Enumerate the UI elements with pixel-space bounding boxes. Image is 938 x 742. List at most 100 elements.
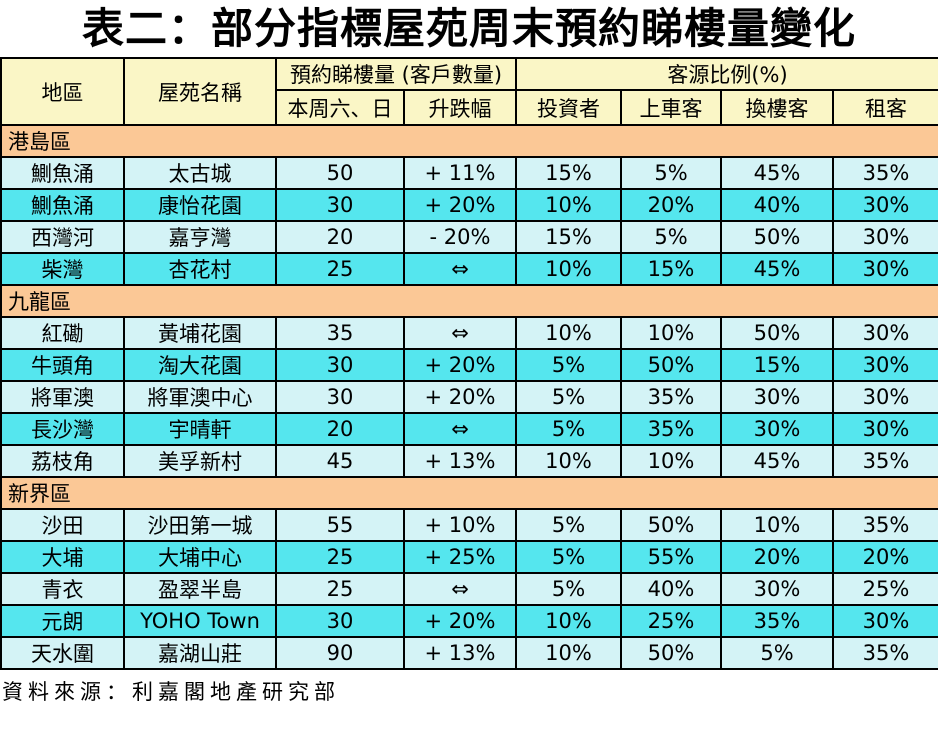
table-row: 西灣河 嘉亨灣 20 - 20% 15% 5% 50% 30% [0,220,938,255]
table-row: 沙田 沙田第一城 55 + 10% 5% 50% 10% 35% [0,508,938,543]
cell-weekend: 30 [275,604,405,639]
col-header-upgrader: 換樓客 [720,89,834,127]
cell-district: 長沙灣 [0,412,125,447]
cell-change: + 20% [403,188,517,223]
cell-first-time: 10% [620,316,722,351]
cell-tenant: 25% [831,572,938,607]
cell-change: + 13% [403,444,517,479]
col-group-source-ratio: 客源比例(%) [514,57,938,92]
cell-first-time: 50% [620,348,722,383]
cell-investor: 10% [515,188,622,223]
cell-tenant: 30% [831,348,938,383]
cell-weekend: 25 [275,572,405,607]
cell-district: 天水圍 [0,636,125,671]
cell-first-time: 5% [620,156,722,191]
cell-upgrader: 45% [720,156,834,191]
cell-first-time: 40% [620,572,722,607]
cell-tenant: 30% [831,604,938,639]
cell-estate: 黃埔花園 [123,316,277,351]
table-row: 鰂魚涌 太古城 50 + 11% 15% 5% 45% 35% [0,156,938,191]
cell-tenant: 35% [831,636,938,671]
col-group-bookings: 預約睇樓量 (客戶數量) [275,57,517,92]
cell-upgrader: 5% [720,636,834,671]
cell-upgrader: 50% [720,220,834,255]
cell-estate: 淘大花園 [123,348,277,383]
cell-upgrader: 45% [720,444,834,479]
section-hong-kong-island: 港島區 鰂魚涌 太古城 50 + 11% 15% 5% 45% 35% 鰂魚涌 … [0,124,938,287]
table-row: 長沙灣 宇晴軒 20 ⇔ 5% 35% 30% 30% [0,412,938,447]
cell-estate: 宇晴軒 [123,412,277,447]
cell-district: 大埔 [0,540,125,575]
cell-district: 元朗 [0,604,125,639]
cell-tenant: 30% [831,412,938,447]
cell-upgrader: 15% [720,348,834,383]
cell-change: ⇔ [403,572,517,607]
cell-tenant: 30% [831,316,938,351]
col-header-estate: 屋苑名稱 [123,57,277,127]
col-header-tenant: 租客 [831,89,938,127]
section-name: 新界區 [0,476,938,511]
header-group-row: 地區 屋苑名稱 預約睇樓量 (客戶數量) 客源比例(%) [0,57,938,127]
cell-weekend: 30 [275,380,405,415]
section-header-row: 港島區 [0,124,938,159]
cell-district: 西灣河 [0,220,125,255]
col-header-change: 升跌幅 [403,89,517,127]
cell-first-time: 50% [620,636,722,671]
cell-weekend: 30 [275,188,405,223]
cell-investor: 10% [515,444,622,479]
cell-district: 牛頭角 [0,348,125,383]
table-row: 元朗 YOHO Town 30 + 20% 10% 25% 35% 30% [0,604,938,639]
cell-change: + 20% [403,380,517,415]
cell-investor: 10% [515,636,622,671]
cell-weekend: 45 [275,444,405,479]
cell-district: 荔枝角 [0,444,125,479]
cell-district: 紅磡 [0,316,125,351]
cell-tenant: 30% [831,252,938,287]
source-note: 資料來源：利嘉閣地產研究部 [2,680,340,705]
cell-first-time: 35% [620,380,722,415]
cell-change: ⇔ [403,316,517,351]
cell-estate: 杏花村 [123,252,277,287]
cell-upgrader: 45% [720,252,834,287]
cell-upgrader: 20% [720,540,834,575]
table-row: 荔枝角 美孚新村 45 + 13% 10% 10% 45% 35% [0,444,938,479]
cell-district: 青衣 [0,572,125,607]
cell-first-time: 20% [620,188,722,223]
table-row: 牛頭角 淘大花園 30 + 20% 5% 50% 15% 30% [0,348,938,383]
table-row: 柴灣 杏花村 25 ⇔ 10% 15% 45% 30% [0,252,938,287]
cell-change: + 25% [403,540,517,575]
cell-change: + 10% [403,508,517,543]
table-row: 將軍澳 將軍澳中心 30 + 20% 5% 35% 30% 30% [0,380,938,415]
cell-weekend: 50 [275,156,405,191]
cell-change: + 13% [403,636,517,671]
cell-change: ⇔ [403,252,517,287]
section-header-row: 新界區 [0,476,938,511]
cell-weekend: 20 [275,412,405,447]
cell-district: 鰂魚涌 [0,156,125,191]
cell-investor: 5% [515,380,622,415]
cell-weekend: 30 [275,348,405,383]
cell-upgrader: 40% [720,188,834,223]
cell-change: + 11% [403,156,517,191]
cell-first-time: 25% [620,604,722,639]
cell-upgrader: 10% [720,508,834,543]
cell-district: 將軍澳 [0,380,125,415]
cell-investor: 15% [515,156,622,191]
cell-weekend: 35 [275,316,405,351]
cell-estate: 美孚新村 [123,444,277,479]
table-row: 青衣 盈翠半島 25 ⇔ 5% 40% 30% 25% [0,572,938,607]
cell-estate: 大埔中心 [123,540,277,575]
cell-weekend: 20 [275,220,405,255]
table-row: 紅磡 黃埔花園 35 ⇔ 10% 10% 50% 30% [0,316,938,351]
cell-estate: 太古城 [123,156,277,191]
estate-bookings-table: 地區 屋苑名稱 預約睇樓量 (客戶數量) 客源比例(%) 本周六、日 升跌幅 投… [0,57,938,671]
cell-first-time: 50% [620,508,722,543]
section-name: 九龍區 [0,284,938,319]
cell-weekend: 55 [275,508,405,543]
section-kowloon: 九龍區 紅磡 黃埔花園 35 ⇔ 10% 10% 50% 30% 牛頭角 淘大花… [0,284,938,479]
section-header-row: 九龍區 [0,284,938,319]
cell-upgrader: 30% [720,412,834,447]
cell-investor: 5% [515,412,622,447]
table-row: 天水圍 嘉湖山莊 90 + 13% 10% 50% 5% 35% [0,636,938,671]
cell-upgrader: 30% [720,572,834,607]
